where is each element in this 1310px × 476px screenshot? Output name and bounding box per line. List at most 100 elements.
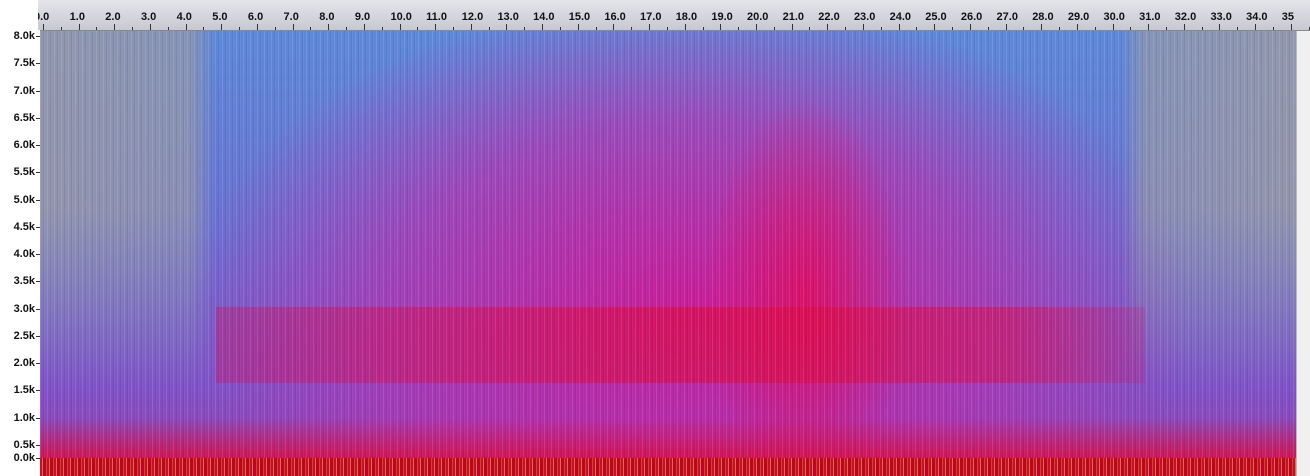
time-label: 8.0 [319,11,334,23]
time-label: 32.0 [1175,11,1196,23]
time-label: 27.0 [997,11,1018,23]
time-tick [150,24,151,30]
time-tick [1255,24,1256,30]
scrollbar[interactable] [1296,31,1310,476]
time-label: 18.0 [676,11,697,23]
time-tick [899,24,900,30]
time-minor-tick [1130,27,1131,30]
time-label: 1.0 [70,11,85,23]
time-minor-tick [881,27,882,30]
time-label: 20.0 [747,11,768,23]
time-minor-tick [275,27,276,30]
time-minor-tick [489,27,490,30]
time-label: 30.0 [1104,11,1125,23]
time-label: 5.0 [212,11,227,23]
time-minor-tick [1166,27,1167,30]
time-minor-tick [310,27,311,30]
frequency-label: 0.5k [14,439,35,451]
time-minor-tick [774,27,775,30]
time-label: 3.0 [141,11,156,23]
time-minor-tick [96,27,97,30]
time-minor-tick [952,27,953,30]
time-label: 15.0 [569,11,590,23]
frequency-label: 6.5k [14,112,35,124]
time-minor-tick [916,27,917,30]
time-minor-tick [738,27,739,30]
time-ruler[interactable]: 0.01.02.03.04.05.06.07.08.09.010.011.012… [38,0,1310,31]
time-label: 22.0 [818,11,839,23]
time-tick [79,24,80,30]
frequency-label: 4.0k [14,248,35,260]
time-minor-tick [524,27,525,30]
time-tick [970,24,971,30]
time-label: 33.0 [1210,11,1231,23]
time-minor-tick [132,27,133,30]
time-tick [1148,24,1149,30]
time-tick [1291,24,1292,30]
time-tick [578,24,579,30]
time-tick [114,24,115,30]
time-label: 17.0 [640,11,661,23]
time-label: 35 [1282,11,1294,23]
time-label: 11.0 [426,11,447,23]
time-label: 23.0 [854,11,875,23]
spectrogram [40,31,1296,476]
time-minor-tick [809,27,810,30]
texture [40,31,1296,458]
time-minor-tick [203,27,204,30]
time-label: 24.0 [890,11,911,23]
time-tick [364,24,365,30]
time-tick [221,24,222,30]
band-bottom [40,458,1296,476]
time-label: 14.0 [533,11,554,23]
time-minor-tick [560,27,561,30]
time-tick [43,24,44,30]
time-tick [792,24,793,30]
time-label: 0.0 [38,11,49,23]
frequency-label: 2.5k [14,330,35,342]
time-tick [827,24,828,30]
time-label: 28.0 [1032,11,1053,23]
time-minor-tick [703,27,704,30]
time-label: 34.0 [1246,11,1267,23]
frequency-label: 7.5k [14,57,35,69]
time-minor-tick [453,27,454,30]
time-label: 29.0 [1068,11,1089,23]
time-tick [400,24,401,30]
time-minor-tick [346,27,347,30]
time-label: 31.0 [1139,11,1160,23]
frequency-label: 7.0k [14,85,35,97]
time-tick [293,24,294,30]
time-label: 16.0 [604,11,625,23]
time-label: 7.0 [284,11,299,23]
time-tick [613,24,614,30]
time-minor-tick [1309,27,1310,30]
time-tick [471,24,472,30]
time-label: 26.0 [961,11,982,23]
frequency-label: 3.5k [14,275,35,287]
frequency-label: 5.0k [14,194,35,206]
time-minor-tick [845,27,846,30]
frequency-label: 2.0k [14,357,35,369]
time-tick [1077,24,1078,30]
time-minor-tick [988,27,989,30]
time-minor-tick [1202,27,1203,30]
time-label: 6.0 [248,11,263,23]
time-tick [720,24,721,30]
time-label: 21.0 [783,11,804,23]
time-label: 9.0 [355,11,370,23]
time-tick [756,24,757,30]
time-minor-tick [596,27,597,30]
frequency-label: 5.5k [14,166,35,178]
time-minor-tick [667,27,668,30]
frequency-label: 3.0k [14,303,35,315]
time-tick [685,24,686,30]
time-tick [649,24,650,30]
time-label: 2.0 [105,11,120,23]
time-label: 19.0 [711,11,732,23]
time-minor-tick [61,27,62,30]
time-tick [1041,24,1042,30]
time-tick [328,24,329,30]
time-label: 25.0 [925,11,946,23]
